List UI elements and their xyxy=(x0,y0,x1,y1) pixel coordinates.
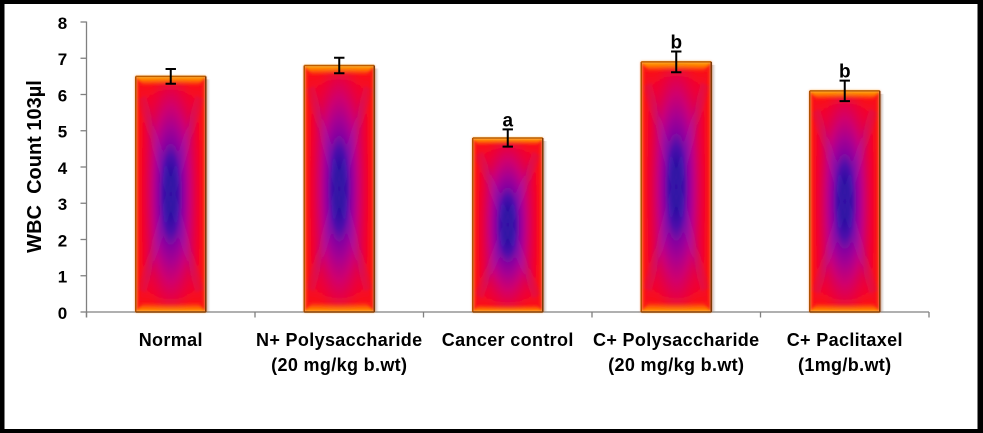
svg-text:Normal: Normal xyxy=(139,330,203,350)
svg-text:b: b xyxy=(670,32,682,53)
svg-text:5: 5 xyxy=(58,123,67,142)
svg-text:2: 2 xyxy=(58,231,67,250)
svg-text:Cancer control: Cancer control xyxy=(442,330,574,350)
svg-text:4: 4 xyxy=(58,159,68,178)
svg-text:6: 6 xyxy=(58,86,67,105)
svg-text:a: a xyxy=(502,110,513,131)
svg-text:WBC Count 103µl: WBC Count 103µl xyxy=(24,80,46,253)
svg-text:7: 7 xyxy=(58,50,67,69)
svg-text:C+ Polysaccharide: C+ Polysaccharide xyxy=(593,330,760,350)
svg-text:(20 mg/kg b.wt): (20 mg/kg b.wt) xyxy=(608,355,744,375)
svg-text:(1mg/b.wt): (1mg/b.wt) xyxy=(798,355,892,375)
svg-text:C+ Paclitaxel: C+ Paclitaxel xyxy=(787,330,903,350)
svg-text:3: 3 xyxy=(58,195,67,214)
svg-text:0: 0 xyxy=(58,304,67,323)
svg-text:1: 1 xyxy=(58,268,67,287)
svg-text:8: 8 xyxy=(58,14,67,33)
svg-text:b: b xyxy=(839,62,851,83)
svg-text:N+ Polysaccharide: N+ Polysaccharide xyxy=(256,330,423,350)
svg-text:(20 mg/kg b.wt): (20 mg/kg b.wt) xyxy=(271,355,407,375)
